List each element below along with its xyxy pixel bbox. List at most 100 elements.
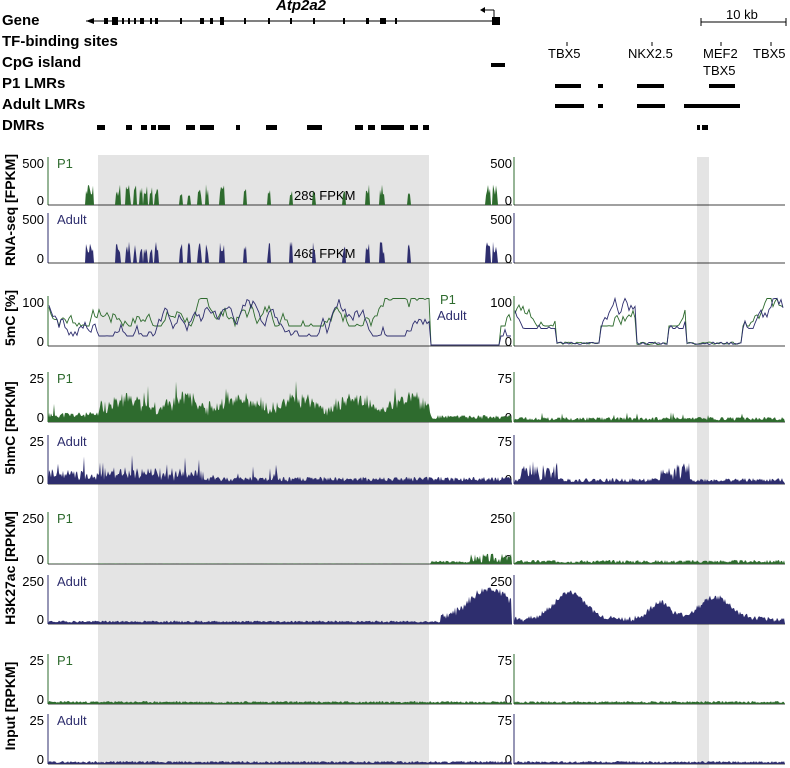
dmr-mark (381, 125, 404, 130)
tracks: 500 0 500 0 P1 289 FPKM 500 0 500 0 Adult 468 FPKM 1… (22, 156, 785, 767)
dmr-mark (141, 125, 147, 130)
dmr-mark (158, 125, 170, 130)
dmr-mark (126, 125, 132, 130)
gene-exon (134, 18, 136, 24)
track-sample-label: P1 (57, 371, 73, 386)
gene-exon (244, 18, 246, 24)
dmr-mark (97, 125, 105, 130)
track-rnaseq-adult: 500 0 500 0 Adult 468 FPKM (22, 212, 785, 266)
dmr-mark (200, 125, 214, 130)
scale-bar-label: 10 kb (726, 7, 758, 22)
track-right-min-label: 0 (505, 193, 512, 208)
track-right-max-label: 250 (490, 511, 512, 526)
track-left-max-label: 500 (22, 156, 44, 171)
gene-exon (210, 18, 213, 24)
track-rnaseq-p1: 500 0 500 0 P1 289 FPKM (22, 156, 785, 208)
tf-site-label: MEF2 (703, 46, 738, 61)
tss-arrow-head (480, 7, 485, 13)
gene-exon (268, 18, 270, 24)
shaded-region-enhancer (697, 157, 709, 768)
track-input-p1: 25 0 75 0 P1 (30, 653, 785, 707)
track-input-adult: 25 0 75 0 Adult (30, 713, 785, 767)
track-right-max-label: 75 (498, 713, 512, 728)
signal-area (48, 455, 512, 484)
gene-exon (343, 18, 345, 24)
track-left-min-label: 0 (37, 612, 44, 627)
dmr-mark (355, 125, 363, 130)
dmr-mark (186, 125, 195, 130)
dmr-mark (236, 125, 240, 130)
signal-area (48, 701, 512, 704)
y-axis-title-h3k27ac: H3K27ac [RPKM] (2, 511, 18, 625)
track-left-min-label: 0 (37, 193, 44, 208)
track-left-min-label: 0 (37, 552, 44, 567)
track-right-min-label: 0 (505, 334, 512, 349)
gene-exon (180, 18, 182, 24)
lmr-bar (637, 84, 664, 88)
lmr-bar (555, 84, 581, 88)
signal-area (514, 559, 785, 564)
gene-model (86, 7, 500, 25)
track-h3k27ac-adult: 25002500Adult (22, 574, 785, 627)
gene-exon (380, 18, 386, 24)
track-left-min-label: 0 (37, 334, 44, 349)
track-right-max-label: 500 (490, 156, 512, 171)
legend-adult: Adult (437, 308, 467, 323)
adult-lmrs (555, 104, 740, 108)
row-label-cpg-island: CpG island (2, 54, 81, 71)
track-left-min-label: 0 (37, 752, 44, 767)
track-left-min-label: 0 (37, 472, 44, 487)
gene-exon (155, 18, 158, 24)
tf-site-label: TBX5 (703, 63, 736, 78)
track-sample-label: Adult (57, 574, 87, 589)
signal-area (48, 241, 512, 263)
lmr-bar (637, 104, 665, 108)
dmr-mark (423, 125, 429, 130)
legend-p1: P1 (440, 292, 456, 307)
row-label-tf-binding: TF-binding sites (2, 33, 118, 50)
track-right-min-label: 0 (505, 752, 512, 767)
gene-exon (290, 18, 292, 24)
y-axis-title-5mc: 5mC [%] (2, 290, 18, 346)
lmr-bar (555, 104, 584, 108)
track-left-max-label: 250 (22, 511, 44, 526)
track-left-max-label: 500 (22, 212, 44, 227)
lmr-bar (598, 104, 603, 108)
track-sample-label: P1 (57, 653, 73, 668)
tf-site-label: NKX2.5 (628, 46, 673, 61)
track-left-max-label: 25 (30, 713, 44, 728)
track-sample-label: Adult (57, 713, 87, 728)
methylation-line (514, 297, 784, 346)
gene-exon (104, 18, 108, 24)
row-label-gene: Gene (2, 12, 40, 29)
dmrs (97, 125, 708, 130)
track-left-min-label: 0 (37, 251, 44, 266)
track-fpkm-annotation: 468 FPKM (294, 246, 355, 261)
track-right-max-label: 250 (490, 574, 512, 589)
track-left-max-label: 25 (30, 434, 44, 449)
tf-site-label: TBX5 (753, 46, 786, 61)
row-label-p1-lmrs: P1 LMRs (2, 75, 65, 92)
dmr-mark (266, 125, 277, 130)
signal-area (48, 587, 512, 624)
gene-exon (122, 18, 124, 24)
signal-area (514, 590, 785, 624)
signal-area (48, 184, 512, 205)
track-right-min-label: 0 (505, 692, 512, 707)
dmr-mark (410, 125, 418, 130)
track-sample-label: Adult (57, 212, 87, 227)
track-right-max-label: 75 (498, 434, 512, 449)
y-axis-title-rnaseq: RNA-seq [FPKM] (2, 154, 18, 266)
gene-exon (313, 18, 315, 24)
cpg-island-bar (491, 63, 505, 67)
track-left-min-label: 0 (37, 692, 44, 707)
gene-exon (220, 17, 224, 25)
gene-exon (395, 18, 397, 24)
gene-exon (112, 17, 118, 25)
tf-binding-sites: TBX5 NKX2.5 MEF2 TBX5 TBX5 (548, 42, 786, 78)
signal-area (48, 381, 512, 422)
